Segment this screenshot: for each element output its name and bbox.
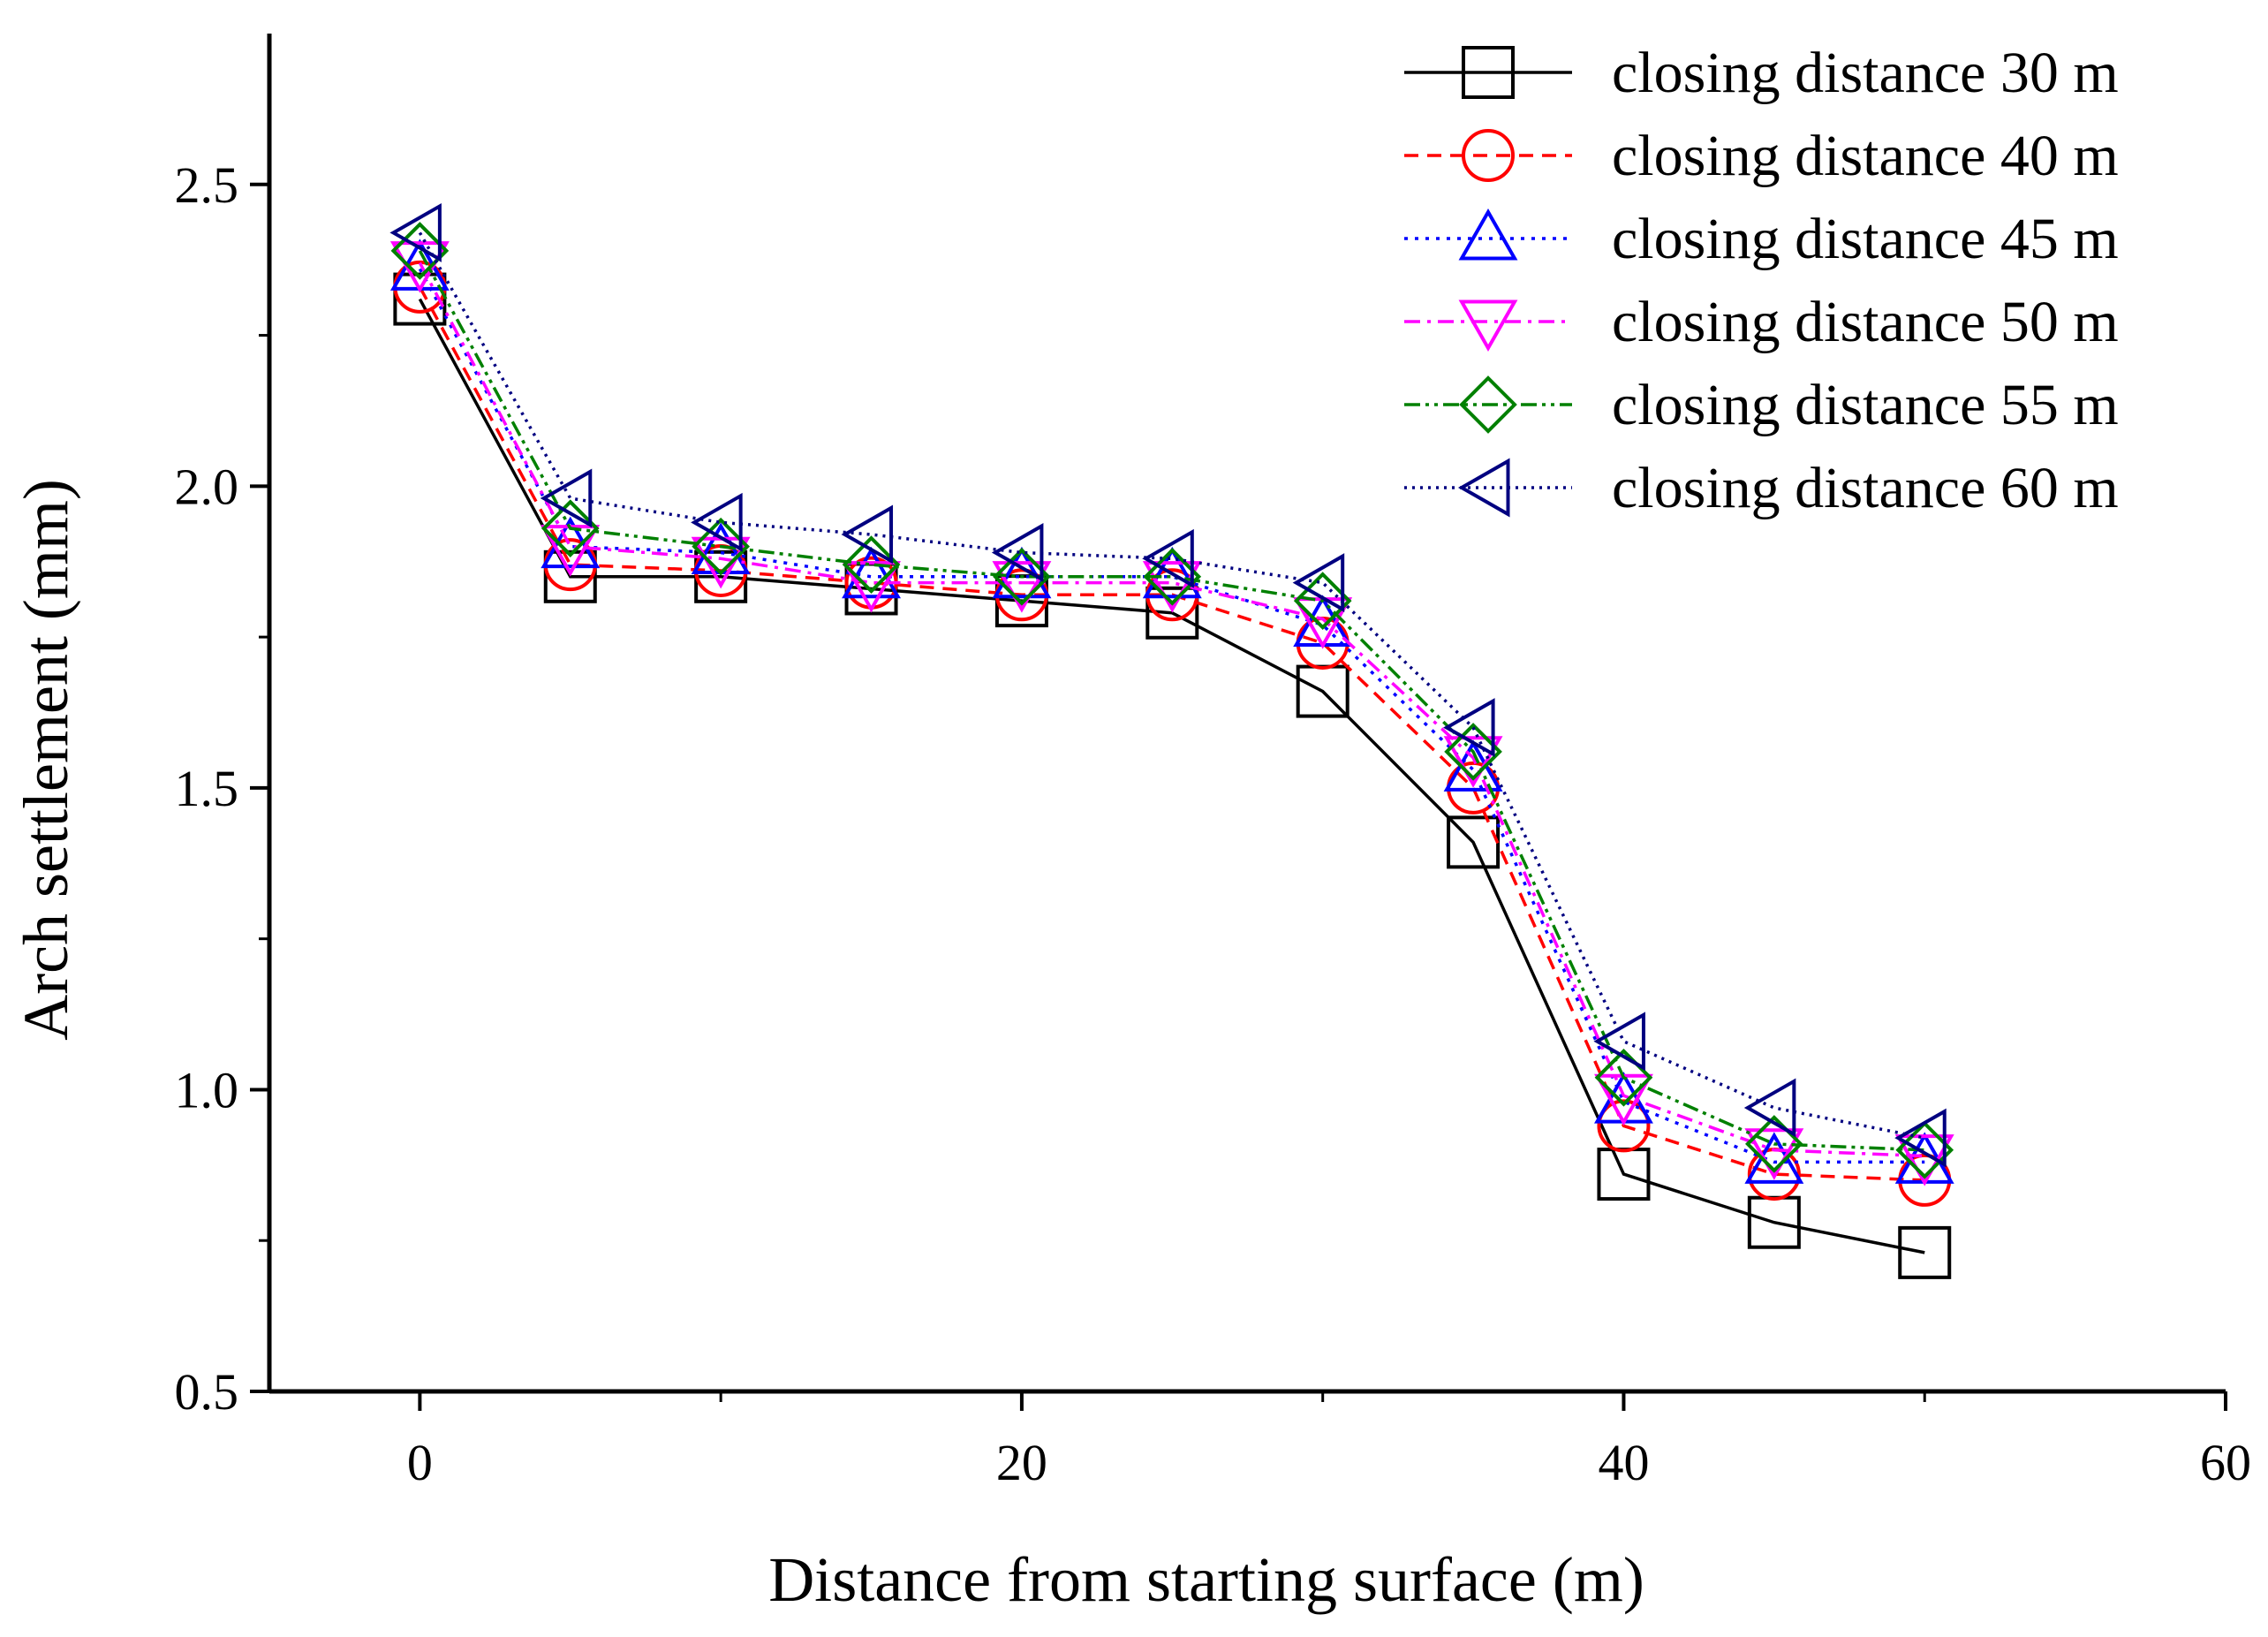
legend-label: closing distance 40 m <box>1612 124 2119 188</box>
y-tick-label: 2.0 <box>175 458 239 515</box>
data-point <box>1443 698 1495 758</box>
data-point <box>1142 546 1202 599</box>
data-point <box>841 504 894 565</box>
data-point <box>1143 547 1202 606</box>
data-point <box>1594 1048 1653 1107</box>
series-line <box>418 268 1925 1164</box>
data-point <box>691 492 743 552</box>
legend-label: closing distance 50 m <box>1612 290 2119 354</box>
data-point <box>991 523 1044 582</box>
data-point <box>993 547 1051 606</box>
data-point <box>842 546 901 599</box>
data-point <box>692 517 750 576</box>
series-line <box>418 286 1925 1182</box>
data-point <box>1744 1128 1804 1180</box>
series-group <box>389 202 1954 1279</box>
data-point <box>842 561 901 613</box>
series-6 <box>389 202 1947 1168</box>
legend-item-3: closing distance 45 m <box>1404 207 2119 271</box>
data-point <box>1597 1099 1651 1153</box>
data-point <box>543 549 597 603</box>
data-point <box>1447 815 1501 869</box>
x-tick-label: 60 <box>2200 1434 2251 1491</box>
y-tick-label: 2.5 <box>175 156 239 214</box>
y-tick-label: 1.0 <box>175 1061 239 1118</box>
data-point <box>1293 572 1352 630</box>
x-tick-label: 40 <box>1598 1434 1649 1491</box>
data-point <box>540 468 593 528</box>
data-point <box>1142 528 1194 588</box>
legend-marker <box>1459 375 1517 434</box>
data-point <box>1142 561 1202 613</box>
x-tick-label: 0 <box>407 1434 433 1491</box>
legend-item-4: closing distance 50 m <box>1404 290 2119 354</box>
data-point <box>1898 1225 1952 1279</box>
data-point <box>1597 1148 1651 1201</box>
legend-item-6: closing distance 60 m <box>1404 456 2119 520</box>
data-point <box>1292 553 1345 613</box>
legend-marker <box>1458 208 1518 261</box>
y-tick-label: 0.5 <box>175 1363 239 1421</box>
legend-item-1: closing distance 30 m <box>1404 41 2119 105</box>
y-tick-label: 1.5 <box>175 760 239 817</box>
data-point <box>1145 586 1199 640</box>
data-point <box>1747 1195 1801 1249</box>
legend-marker <box>1457 458 1510 518</box>
series-5 <box>390 222 1954 1179</box>
data-point <box>389 202 442 262</box>
data-point <box>1443 736 1503 788</box>
data-point <box>541 499 600 557</box>
data-point <box>1894 1108 1947 1168</box>
legend-label: closing distance 45 m <box>1612 207 2119 271</box>
y-axis-title: Arch settlement (mm) <box>11 479 81 1041</box>
data-point <box>1745 1115 1803 1173</box>
data-point <box>1444 723 1502 781</box>
legend-item-5: closing distance 55 m <box>1404 373 2119 437</box>
data-point <box>1743 1078 1796 1138</box>
legend-label: closing distance 60 m <box>1612 456 2119 520</box>
legend-marker <box>1462 129 1515 182</box>
data-point <box>992 561 1052 613</box>
legend-marker <box>1462 46 1515 99</box>
legend-label: closing distance 55 m <box>1612 373 2119 437</box>
legend-marker <box>1458 299 1518 352</box>
series-line <box>418 231 1925 1140</box>
x-tick-label: 20 <box>996 1434 1047 1491</box>
x-axis-title: Distance from starting surface (m) <box>768 1544 1644 1615</box>
axes: 0.5 1.0 1.5 2.0 2.5 0 20 40 60 <box>175 34 2251 1491</box>
data-point <box>842 535 901 594</box>
legend-item-2: closing distance 40 m <box>1404 124 2119 188</box>
legend-label: closing distance 30 m <box>1612 41 2119 105</box>
legend: closing distance 30 m closing distance 40… <box>1404 41 2119 520</box>
data-point <box>1296 664 1349 718</box>
series-line <box>418 298 1925 1254</box>
data-point <box>390 222 450 280</box>
data-point <box>1593 1012 1645 1072</box>
